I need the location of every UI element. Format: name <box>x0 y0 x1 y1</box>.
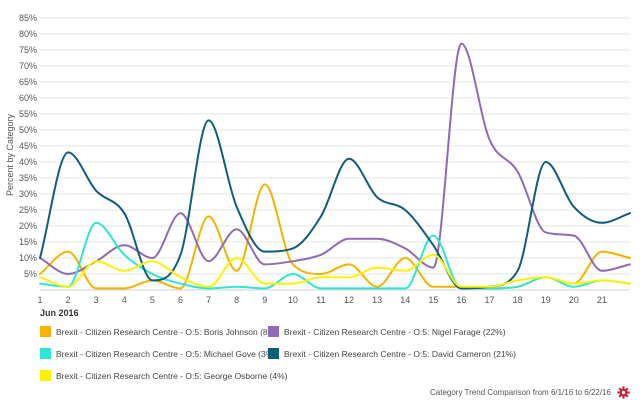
x-tick-label: 18 <box>513 295 523 305</box>
x-tick-label: 15 <box>428 295 438 305</box>
legend-swatch <box>268 348 279 359</box>
y-tick-label: 5% <box>24 269 37 279</box>
x-tick-label: 20 <box>569 295 579 305</box>
x-tick-label: 2 <box>66 295 71 305</box>
x-tick-label: 14 <box>400 295 410 305</box>
series-lines <box>39 42 631 290</box>
y-tick-label: 60% <box>19 93 37 103</box>
y-tick-label: 45% <box>19 141 37 151</box>
legend-item[interactable]: Brexit - Citizen Research Centre - O:5: … <box>268 348 516 359</box>
y-tick-label: 50% <box>19 125 37 135</box>
series-line-3 <box>39 119 631 290</box>
x-axis-ticks: 1 2 3 4 5 6 7 8 9 10 11 12 13 14 15 16 17 18 19 20 21 <box>37 295 606 305</box>
x-tick-label: 11 <box>316 295 325 305</box>
y-tick-label: 10% <box>19 253 37 263</box>
legend-label: Brexit - Citizen Research Centre - O:5: … <box>284 326 506 337</box>
legend-label: Brexit - Citizen Research Centre - O:5: … <box>56 326 279 337</box>
legend-item[interactable]: Brexit - Citizen Research Centre - O:5: … <box>268 326 506 337</box>
legend-item[interactable]: Brexit - Citizen Research Centre - O:5: … <box>40 348 276 359</box>
x-tick-label: 16 <box>456 295 466 305</box>
footer-caption: Category Trend Comparison from 6/1/16 to… <box>430 388 611 397</box>
y-tick-label: 20% <box>19 221 37 231</box>
x-tick-label: 1 <box>37 295 42 305</box>
legend-item[interactable]: Brexit - Citizen Research Centre - O:5: … <box>40 326 278 337</box>
legend-swatch <box>40 370 51 381</box>
y-tick-label: 65% <box>19 77 37 87</box>
x-tick-label: 4 <box>122 295 127 305</box>
series-line-1 <box>39 42 631 275</box>
legend-item[interactable]: Brexit - Citizen Research Centre - O:5: … <box>40 370 287 381</box>
x-tick-label: 9 <box>262 295 267 305</box>
series-line-2 <box>39 221 631 290</box>
legend-label: Brexit - Citizen Research Centre - O:5: … <box>284 348 516 359</box>
legend-swatch <box>40 348 51 359</box>
x-tick-label: 13 <box>372 295 382 305</box>
y-tick-label: 35% <box>19 173 37 183</box>
x-tick-label: 8 <box>234 295 239 305</box>
x-tick-label: 21 <box>597 295 607 305</box>
legend-label: Brexit - Citizen Research Centre - O:5: … <box>56 348 277 359</box>
legend-swatch <box>268 326 279 337</box>
series-line-4 <box>39 253 631 288</box>
y-axis-title: Percent by Category <box>5 113 15 196</box>
y-tick-label: 70% <box>19 61 37 71</box>
legend-label: Brexit - Citizen Research Centre - O:5: … <box>56 370 288 381</box>
y-tick-label: 75% <box>19 45 37 55</box>
x-tick-label: 17 <box>485 295 495 305</box>
gridlines <box>40 17 630 291</box>
x-tick-label: 7 <box>206 295 211 305</box>
x-tick-label: 5 <box>150 295 155 305</box>
series-line-0 <box>39 183 631 290</box>
y-axis-ticks: 5% 10% 15% 20% 25% 30% 35% 40% 45% 50% 55% 60% 65% 70… <box>19 13 37 279</box>
x-tick-label: 12 <box>344 295 354 305</box>
line-chart: 5% 10% 15% 20% 25% 30% 35% 40% 45% 50% 55% 60% 65% 70… <box>5 13 631 318</box>
legend-swatch <box>40 326 51 337</box>
chart-footer: Category Trend Comparison from 6/1/16 to… <box>430 386 630 399</box>
period-label: Jun 2016 <box>40 308 79 318</box>
y-tick-label: 55% <box>19 109 37 119</box>
y-tick-label: 15% <box>19 237 37 247</box>
y-tick-label: 25% <box>19 205 37 215</box>
x-tick-label: 19 <box>541 295 551 305</box>
y-tick-label: 85% <box>19 13 37 23</box>
y-tick-label: 80% <box>19 29 37 39</box>
x-tick-label: 3 <box>94 295 99 305</box>
y-tick-label: 40% <box>19 157 37 167</box>
gear-icon[interactable] <box>617 386 630 399</box>
y-tick-label: 30% <box>19 189 37 199</box>
x-tick-label: 6 <box>178 295 183 305</box>
x-tick-label: 10 <box>288 295 298 305</box>
